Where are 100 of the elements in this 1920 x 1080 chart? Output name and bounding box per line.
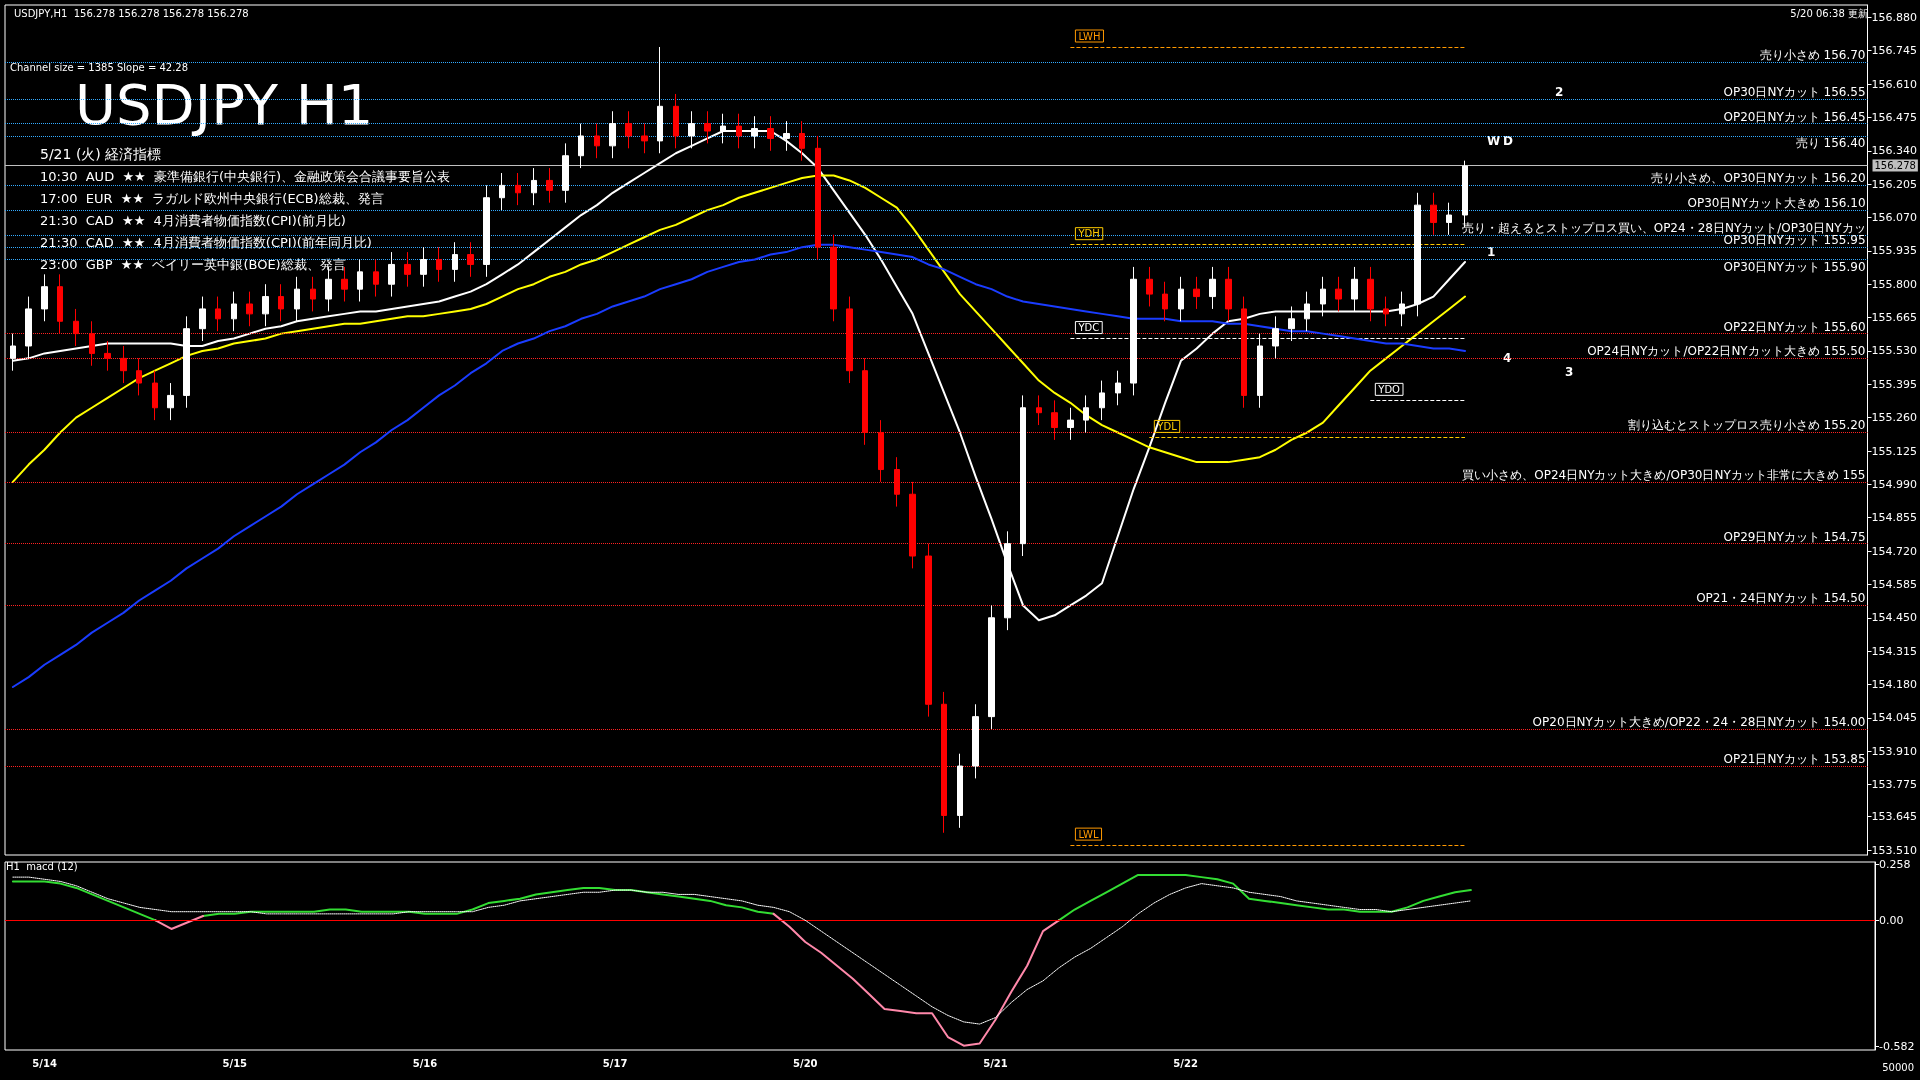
candlestick [1162, 281, 1168, 322]
y-tick-label: 154.720 [1871, 544, 1918, 558]
candlestick [1067, 407, 1074, 441]
candlestick [941, 691, 947, 834]
candlestick [1320, 276, 1326, 317]
text: USDJPY H1 [75, 71, 374, 137]
ref-line-label: OP29日NYカット 154.75 [1723, 529, 1866, 544]
candlestick [420, 246, 427, 288]
ref-line-label: 156.278 [1874, 160, 1916, 172]
candlestick [231, 291, 237, 332]
candlestick [199, 296, 206, 342]
ref-line-label: LWL [1078, 828, 1099, 840]
candlestick [641, 123, 648, 154]
candlestick [1383, 296, 1389, 327]
text: 5/21 (火) 経済指標 [40, 146, 162, 162]
candlestick [578, 123, 584, 169]
candlestick [1446, 202, 1452, 236]
y-tick-label: 154.990 [1871, 477, 1918, 491]
x-tick-label: 5/14 [32, 1057, 57, 1069]
y-tick-label: 154.585 [1871, 577, 1918, 591]
ref-line-label: OP21・24日NYカット 154.50 [1696, 591, 1866, 606]
candlestick [515, 172, 521, 206]
ref-line-label: OP30日NYカット大きめ 156.10 [1687, 196, 1866, 211]
candlestick [972, 703, 979, 779]
candlestick [120, 345, 127, 384]
y-tick-label: 156.880 [1871, 10, 1918, 24]
candlestick [483, 184, 490, 278]
candlestick [704, 110, 711, 144]
candlestick [467, 241, 474, 278]
ref-line-label: OP24日NYカット/OP22日NYカット大きめ 155.50 [1587, 344, 1866, 359]
y-tick-label: 155.260 [1871, 411, 1918, 425]
candlestick [373, 259, 379, 298]
annotation: 17:00 EUR ★★ ラガルド欧州中央銀行(ECB)総裁、発言 [40, 191, 384, 206]
ref-line-label: YDH [1077, 228, 1100, 240]
candlestick [1146, 266, 1153, 307]
candlestick [262, 283, 269, 327]
candlestick [499, 172, 505, 211]
candlestick [1225, 266, 1232, 322]
candlestick [41, 273, 48, 322]
candlestick [673, 93, 679, 149]
candlestick [531, 167, 537, 206]
x-tick-label: 5/15 [222, 1057, 248, 1069]
candlestick [909, 481, 916, 569]
candlestick [1020, 394, 1026, 557]
candlestick [1430, 192, 1437, 236]
y-tick-label: 155.395 [1871, 377, 1918, 391]
candlestick [1241, 296, 1247, 409]
annotation: 5/20 06:38 更新 [1790, 7, 1869, 19]
candlestick [73, 308, 79, 347]
annotation: 2 [1555, 85, 1564, 99]
y-tick-label: 155.800 [1871, 277, 1918, 291]
y-tick-label: -0.582 [1879, 1039, 1915, 1053]
ref-line-label: 売り 156.40 [1795, 135, 1866, 150]
ref-line-label: LWH [1078, 30, 1101, 42]
candlestick [1351, 266, 1358, 312]
x-tick-label: 5/16 [412, 1057, 438, 1069]
candlestick [25, 296, 32, 359]
candlestick [1099, 380, 1105, 421]
candlestick [799, 120, 805, 162]
ref-line-label: 売り・超えるとストップロス買い、OP24・28日NYカット/OP30日NYカッ [1461, 220, 1866, 235]
candlestick [152, 370, 158, 421]
candlestick [878, 419, 884, 483]
candlestick [89, 320, 95, 367]
ref-line-label: 売り小さめ 156.70 [1759, 47, 1866, 62]
candlestick [1414, 192, 1421, 317]
ref-line-label: YDO [1377, 383, 1401, 395]
y-tick-label: 153.645 [1871, 810, 1918, 824]
candlestick [894, 456, 900, 508]
ref-line-label: 売り小さめ、OP30日NYカット 156.20 [1651, 171, 1866, 186]
ref-line-label: OP30日NYカット 155.95 [1723, 233, 1866, 248]
candlestick [736, 113, 742, 149]
candlestick [1209, 266, 1216, 310]
candlestick [609, 110, 616, 159]
ref-line-label: OP21日NYカット 153.85 [1723, 752, 1866, 767]
x-tick-label: 5/21 [983, 1057, 1008, 1069]
annotation: 10:30 AUD ★★ 豪準備銀行(中央銀行)、金融政策会合議事要旨公表 [40, 169, 451, 184]
candlestick [1083, 394, 1089, 433]
candlestick [404, 251, 411, 288]
line-series [12, 876, 1472, 1025]
x-tick-label: 5/20 [793, 1057, 818, 1069]
y-tick-label: 155.665 [1871, 311, 1918, 325]
candlestick [657, 46, 663, 154]
candlestick [136, 357, 142, 396]
y-tick-label: 154.045 [1871, 711, 1918, 725]
candlestick [388, 251, 395, 298]
ref-line-label: OP20日NYカット 156.45 [1723, 109, 1866, 124]
candlestick [594, 123, 600, 159]
y-tick-label: 154.450 [1871, 611, 1918, 625]
candlestick [625, 110, 632, 149]
candlestick [1367, 266, 1374, 322]
candlestick [57, 273, 63, 335]
candlestick [546, 167, 553, 204]
candlestick [925, 543, 932, 718]
y-tick-label: 154.315 [1871, 644, 1918, 658]
candlestick [278, 283, 284, 322]
ref-line-label: OP30日NYカット 156.55 [1723, 84, 1866, 99]
candlestick [183, 315, 190, 409]
y-tick-label: 156.340 [1871, 144, 1918, 158]
y-tick-label: 156.070 [1871, 211, 1918, 224]
candlestick [767, 115, 774, 152]
